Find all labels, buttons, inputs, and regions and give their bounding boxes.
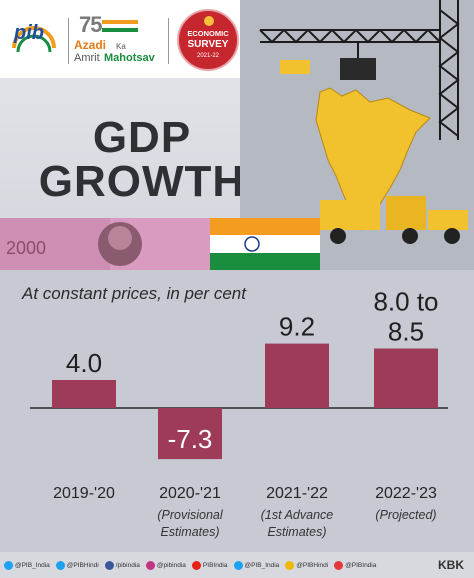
social-handle[interactable]: @PIB_India: [233, 560, 280, 570]
logo-bar: pib 75 Azadi Ka Amrit Mahotsav ECONOMIC …: [0, 0, 255, 78]
survey-line1: ECONOMIC: [187, 29, 229, 38]
azadi-ka-text: Ka: [116, 42, 126, 51]
social-handles: @PIB_India @PIBHindi/pibindia @pibindia PIB…: [4, 560, 382, 570]
title-line1: GDP: [92, 113, 192, 162]
category-note: Estimates): [267, 525, 326, 539]
youtube-icon: [191, 560, 201, 570]
pib-wordmark: pib: [14, 22, 44, 44]
social-handle-text: @PIBIndia: [345, 561, 377, 569]
category-label: 2020-'21: [159, 485, 221, 502]
page-title: GDP GROWTH: [24, 116, 260, 204]
twitter-icon: [4, 560, 13, 570]
twitter-icon: [55, 560, 65, 570]
header-banner: pib 75 Azadi Ka Amrit Mahotsav ECONOMIC …: [0, 0, 474, 270]
amrit-text: Amrit: [74, 52, 100, 64]
social-handle[interactable]: PIBIndia: [191, 560, 228, 570]
social-handle[interactable]: @PIBHindi: [55, 560, 99, 570]
social-handle[interactable]: @PIB_India: [4, 560, 50, 570]
credit-mark: KBK: [438, 558, 464, 572]
tricolour-swoosh-icon: [102, 20, 138, 32]
category-note: (Projected): [375, 508, 436, 522]
social-handle-text: @pibindia: [156, 561, 186, 569]
category-label: 2021-'22: [266, 485, 328, 502]
bar-2020-'21: [158, 408, 222, 460]
twitter-icon: [233, 560, 243, 570]
banknote-value: 2000: [6, 238, 46, 258]
social-handle-text: PIBIndia: [202, 561, 228, 569]
category-note: Estimates): [160, 525, 219, 539]
value-label: 4.0: [66, 348, 102, 378]
emblem-icon: [204, 16, 214, 26]
category-note: (Provisional: [157, 508, 224, 522]
azadi-number: 75: [79, 12, 103, 37]
social-handle[interactable]: @PIBIndia: [334, 560, 377, 570]
economic-survey-badge: ECONOMIC SURVEY 2021-22: [177, 9, 239, 71]
social-handle[interactable]: @PIBHindi: [285, 560, 329, 570]
chart-panel: [0, 270, 474, 552]
instagram-icon: [145, 560, 155, 570]
koo-icon: [334, 560, 344, 570]
azadi-text: Azadi: [74, 38, 107, 52]
mahotsav-text: Mahotsav: [104, 52, 155, 64]
category-label: 2019-'20: [53, 485, 115, 502]
banknote-image: 2000: [0, 218, 320, 270]
gdp-bar-chart: 4.0 2019-'20 -7.3 2020-'21 (Provisional Estim…: [30, 287, 448, 539]
value-label: 9.2: [279, 312, 315, 342]
pib-logo: [12, 26, 56, 53]
social-handle-text: @PIB_India: [244, 561, 280, 569]
facebook-icon: [104, 560, 114, 570]
social-handle-text: @PIB_India: [15, 561, 50, 569]
social-handle[interactable]: @pibindia: [145, 560, 186, 570]
category-note: (1st Advance: [261, 508, 334, 522]
bar-2022-'23: [374, 348, 438, 408]
value-label: -7.3: [168, 424, 213, 454]
social-handle-text: @PIBHindi: [66, 561, 99, 569]
social-handle-text: /pibindia: [115, 561, 140, 569]
chart-subtitle: At constant prices, in per cent: [22, 284, 246, 303]
divider: [168, 18, 169, 64]
footer-bar: @PIB_India @PIBHindi/pibindia @pibindia PIB…: [0, 552, 474, 578]
survey-year: 2021-22: [196, 53, 220, 59]
bar-2019-'20: [52, 380, 116, 408]
divider: [68, 18, 69, 64]
value-label: 8.5: [388, 317, 424, 347]
bar-2021-'22: [265, 343, 329, 408]
category-label: 2022-'23: [375, 485, 437, 502]
value-label: 8.0 to: [373, 287, 438, 317]
social-handle[interactable]: /pibindia: [104, 560, 140, 570]
koo-icon: [285, 560, 295, 570]
social-handle-text: @PIBHindi: [296, 561, 329, 569]
title-line2: GROWTH: [38, 157, 246, 206]
survey-line2: SURVEY: [187, 39, 229, 50]
construction-illustration: [240, 0, 474, 270]
